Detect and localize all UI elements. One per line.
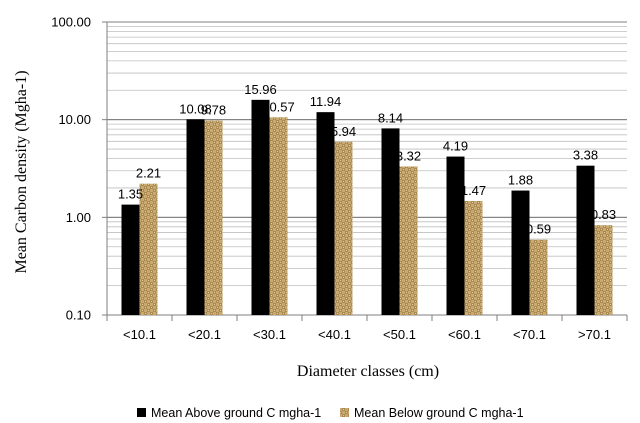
- bar-below-ground: [334, 141, 353, 315]
- x-tick-label: <50.1: [383, 327, 416, 342]
- data-label-below-ground: 1.47: [461, 183, 486, 198]
- x-tick-label: <70.1: [513, 327, 546, 342]
- data-label-above-ground: 3.38: [573, 148, 598, 163]
- bar-below-ground: [529, 239, 548, 315]
- y-tick-label: 1.00: [66, 210, 91, 225]
- bar-below-ground: [204, 120, 223, 316]
- legend: Mean Above ground C mgha-1 Mean Below gro…: [137, 406, 524, 420]
- y-tick-label: 100.00: [51, 15, 91, 30]
- bar-above-ground: [446, 156, 465, 315]
- bar-below-ground: [464, 200, 483, 315]
- x-axis-ticks: <10.1 <20.1 <30.1 <40.1 <50.1 <60.1 <70.1 >70.1: [106, 315, 628, 342]
- data-label-below-ground: 5.94: [331, 124, 356, 139]
- data-label-below-ground: 3.32: [396, 148, 421, 163]
- bar-above-ground: [316, 112, 335, 316]
- bar-above-ground: [511, 190, 530, 315]
- data-label-below-ground: 10.57: [262, 99, 295, 114]
- bars: [121, 99, 613, 316]
- y-axis-title: Mean Carbon density (Mgha-1): [13, 70, 30, 273]
- y-axis-ticks: 0.10 1.00 10.00 100.00: [51, 15, 107, 323]
- data-label-above-ground: 4.19: [443, 139, 468, 154]
- data-label-above-ground: 8.14: [378, 110, 403, 125]
- x-tick-label: <20.1: [188, 327, 221, 342]
- data-label-below-ground: 0.59: [526, 222, 551, 237]
- y-tick-label: 10.00: [58, 112, 91, 127]
- data-label-below-ground: 0.83: [591, 207, 616, 222]
- x-tick-label: <60.1: [448, 327, 481, 342]
- bar-below-ground: [269, 117, 288, 316]
- bar-above-ground: [186, 119, 205, 315]
- data-labels: 1.35 2.21 10.089.78 15.96 10.57 11.94 5.94 8.14…: [118, 82, 616, 237]
- bar-below-ground: [594, 225, 613, 315]
- x-tick-label: >70.1: [578, 327, 611, 342]
- data-label-above-ground: 1.35: [118, 187, 143, 202]
- data-label-below-ground: 2.21: [136, 166, 161, 181]
- y-tick-label: 0.10: [66, 308, 91, 323]
- bar-above-ground: [251, 99, 270, 315]
- data-label-above-ground: 15.96: [244, 82, 277, 97]
- x-tick-label: <40.1: [318, 327, 351, 342]
- bar-above-ground: [381, 128, 400, 315]
- legend-label-below-ground: Mean Below ground C mgha-1: [354, 406, 524, 420]
- data-label-above-ground: 11.94: [310, 94, 342, 109]
- x-tick-label: <30.1: [253, 327, 286, 342]
- data-label-above-ground: 1.88: [508, 173, 533, 188]
- bar-above-ground: [576, 165, 595, 315]
- x-axis-title: Diameter classes (cm): [297, 363, 439, 380]
- bar-below-ground: [139, 183, 158, 315]
- data-label-below-ground: 9.78: [201, 103, 226, 118]
- plot-area: [107, 22, 627, 315]
- legend-label-above-ground: Mean Above ground C mgha-1: [151, 406, 321, 420]
- legend-swatch-above-ground: [137, 408, 146, 417]
- legend-swatch-below-ground: [340, 408, 349, 417]
- bar-above-ground: [121, 204, 140, 315]
- data-label-above-ground: 10.08: [179, 101, 212, 116]
- x-tick-label: <10.1: [123, 327, 156, 342]
- bar-below-ground: [399, 166, 418, 315]
